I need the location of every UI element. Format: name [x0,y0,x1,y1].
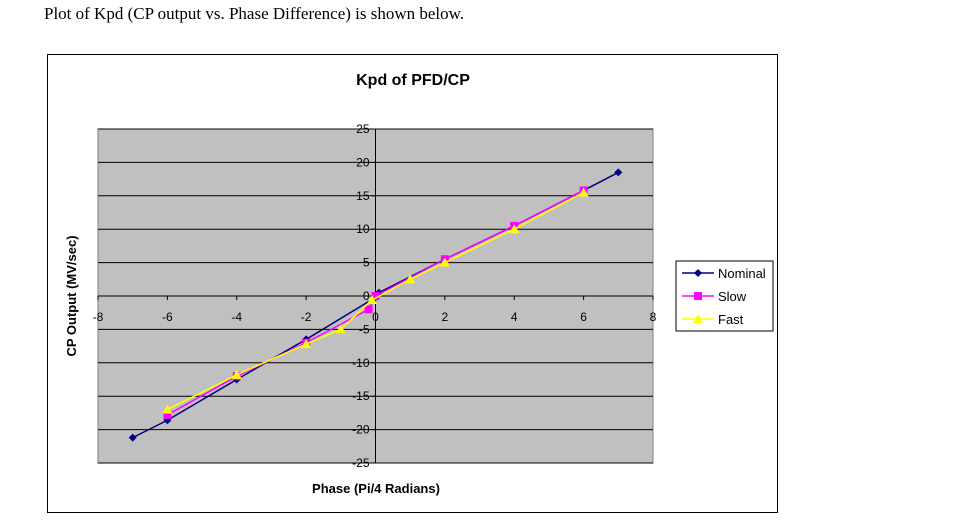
y-tick-label: -20 [352,423,370,437]
x-tick-label: -8 [93,310,104,324]
legend-item-nominal: Nominal [682,266,766,281]
data-point-slow [371,292,380,300]
kpd-chart: Kpd of PFD/CP 25 20 15 10 5 0-5 -10 -15 -20 -25 -8… [64,72,774,496]
legend-marker-fast [693,314,703,323]
legend-item-slow: Slow [682,289,747,304]
x-tick-label: -2 [301,310,312,324]
y-axis-label: CP Output (MV/sec) [64,235,79,356]
data-point-slow [163,410,172,419]
data-point-fast [405,274,416,284]
legend-label-nominal: Nominal [718,266,766,281]
data-point-fast [509,224,520,234]
legend-item-fast: Fast [682,312,744,327]
data-point-slow [364,305,373,314]
y-tick-label: -10 [352,356,370,370]
y-tick-label: 10 [356,222,370,236]
y-tick-label: 5 [363,256,370,270]
data-point-fast [367,295,378,305]
data-point-fast [231,369,242,379]
legend-label-fast: Fast [718,312,744,327]
chart-container: Kpd of PFD/CP 25 20 15 10 5 0 -5 -10 -15 -20 -25 -8… [47,54,778,513]
data-point-fast [578,187,589,197]
x-tick-label: 0 [372,310,379,324]
legend-marker-nominal [694,269,702,277]
x-axis-label: Phase (Pi/4 Radians) [312,481,440,496]
y-tick-label: -25 [352,456,370,470]
legend: Nominal Slow Fast [675,260,774,332]
data-point-fast [162,404,173,414]
x-tick-label: -6 [162,310,173,324]
x-tick-label: 6 [580,310,587,324]
legend-label-slow: Slow [718,289,747,304]
y-tick-label: 20 [356,155,370,169]
legend-marker-slow [694,292,702,300]
y-tick-label: -15 [352,389,370,403]
x-tick-label: -4 [231,310,242,324]
x-tick-label: 2 [442,310,449,324]
data-point-fast [439,257,450,267]
data-point-nominal [128,433,137,442]
series-fast [162,187,589,414]
data-point-nominal [614,168,623,177]
x-tick-label: 8 [650,310,657,324]
data-point-fast [335,324,346,334]
x-tick-label: 4 [511,310,518,324]
data-point-fast [301,339,312,349]
series-layer [128,168,623,442]
intro-text: Plot of Kpd (CP output vs. Phase Differe… [44,4,465,23]
y-tick-label: -5 [359,322,370,336]
y-tick-label: 25 [356,122,370,136]
chart-title: Kpd of PFD/CP [356,72,470,89]
y-tick-label: 15 [356,189,370,203]
